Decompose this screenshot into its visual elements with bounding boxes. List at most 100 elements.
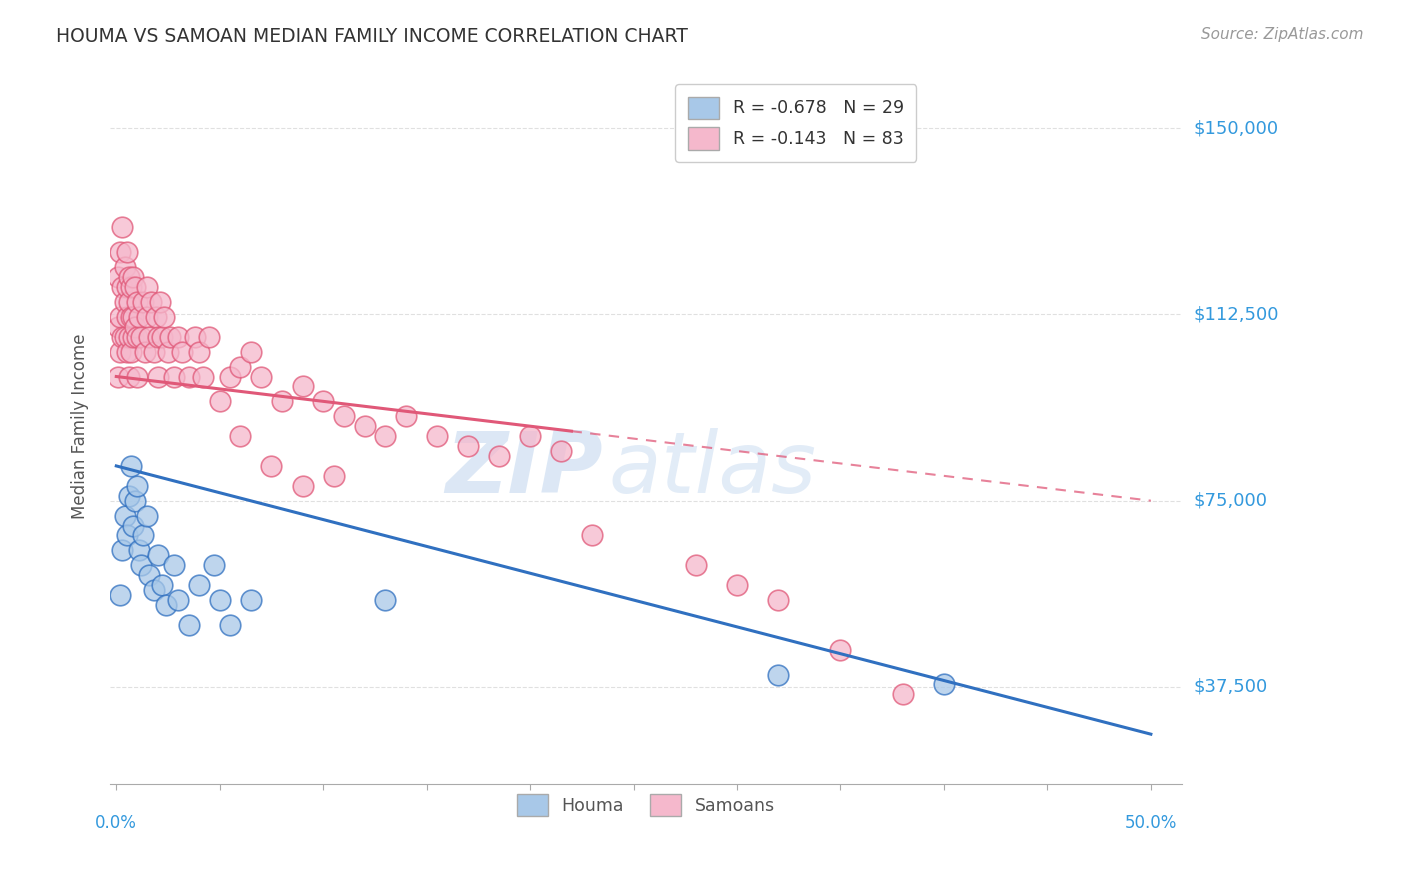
Point xyxy=(768,593,790,607)
Point xyxy=(115,344,138,359)
Point xyxy=(124,493,146,508)
Text: Source: ZipAtlas.com: Source: ZipAtlas.com xyxy=(1201,27,1364,42)
Point xyxy=(239,344,262,359)
Point xyxy=(146,549,169,563)
Point xyxy=(163,369,186,384)
Point xyxy=(488,449,510,463)
Point xyxy=(188,578,211,592)
Point xyxy=(519,429,541,443)
Point xyxy=(932,677,955,691)
Text: ZIP: ZIP xyxy=(446,427,603,510)
Point xyxy=(260,458,283,473)
Point xyxy=(177,618,200,632)
Point xyxy=(193,369,215,384)
Point xyxy=(172,344,194,359)
Point xyxy=(167,330,190,344)
Point xyxy=(145,310,167,324)
Point xyxy=(128,310,150,324)
Point xyxy=(115,528,138,542)
Point xyxy=(146,330,169,344)
Point xyxy=(118,489,141,503)
Point xyxy=(132,295,155,310)
Point xyxy=(550,444,572,458)
Point xyxy=(110,245,132,260)
Text: atlas: atlas xyxy=(609,427,817,510)
Point xyxy=(110,310,132,324)
Point xyxy=(374,429,396,443)
Point xyxy=(685,558,707,573)
Point xyxy=(426,429,449,443)
Point xyxy=(111,280,134,294)
Point xyxy=(120,344,142,359)
Point xyxy=(177,369,200,384)
Point xyxy=(114,260,136,275)
Point xyxy=(159,330,181,344)
Point xyxy=(150,578,173,592)
Point xyxy=(121,270,143,285)
Point xyxy=(115,245,138,260)
Point xyxy=(142,583,165,598)
Point xyxy=(138,568,160,582)
Point xyxy=(132,528,155,542)
Point xyxy=(333,409,356,424)
Point xyxy=(167,593,190,607)
Point xyxy=(107,369,129,384)
Point xyxy=(110,588,132,602)
Point xyxy=(118,270,141,285)
Point xyxy=(107,270,129,285)
Point xyxy=(118,330,141,344)
Y-axis label: Median Family Income: Median Family Income xyxy=(72,334,89,519)
Point xyxy=(142,344,165,359)
Point xyxy=(114,508,136,523)
Point xyxy=(219,369,242,384)
Point xyxy=(768,667,790,681)
Point xyxy=(125,369,148,384)
Point xyxy=(111,543,134,558)
Point xyxy=(114,330,136,344)
Point xyxy=(353,419,375,434)
Point xyxy=(291,479,314,493)
Point xyxy=(291,379,314,393)
Point xyxy=(149,295,172,310)
Point xyxy=(150,330,173,344)
Point xyxy=(229,359,252,374)
Point xyxy=(125,330,148,344)
Point xyxy=(124,280,146,294)
Point xyxy=(115,280,138,294)
Text: HOUMA VS SAMOAN MEDIAN FAMILY INCOME CORRELATION CHART: HOUMA VS SAMOAN MEDIAN FAMILY INCOME COR… xyxy=(56,27,688,45)
Point xyxy=(891,688,914,702)
Point xyxy=(250,369,273,384)
Point xyxy=(163,558,186,573)
Point xyxy=(128,543,150,558)
Point xyxy=(136,310,159,324)
Point xyxy=(114,295,136,310)
Point xyxy=(239,593,262,607)
Point xyxy=(208,593,231,607)
Point xyxy=(146,369,169,384)
Point xyxy=(125,295,148,310)
Legend: Houma, Samoans: Houma, Samoans xyxy=(506,783,786,827)
Point xyxy=(107,319,129,334)
Point xyxy=(129,330,152,344)
Point xyxy=(121,310,143,324)
Point xyxy=(395,409,418,424)
Point xyxy=(115,310,138,324)
Point xyxy=(208,394,231,409)
Point xyxy=(118,295,141,310)
Point xyxy=(121,330,143,344)
Point xyxy=(120,458,142,473)
Text: $150,000: $150,000 xyxy=(1194,120,1278,137)
Text: $112,500: $112,500 xyxy=(1194,305,1278,324)
Point xyxy=(457,439,479,453)
Point xyxy=(322,468,344,483)
Point xyxy=(830,642,852,657)
Point xyxy=(725,578,748,592)
Point xyxy=(312,394,335,409)
Text: $37,500: $37,500 xyxy=(1194,678,1267,696)
Point xyxy=(153,310,176,324)
Point xyxy=(156,344,179,359)
Point xyxy=(374,593,396,607)
Point xyxy=(121,518,143,533)
Point xyxy=(111,220,134,235)
Point xyxy=(184,330,207,344)
